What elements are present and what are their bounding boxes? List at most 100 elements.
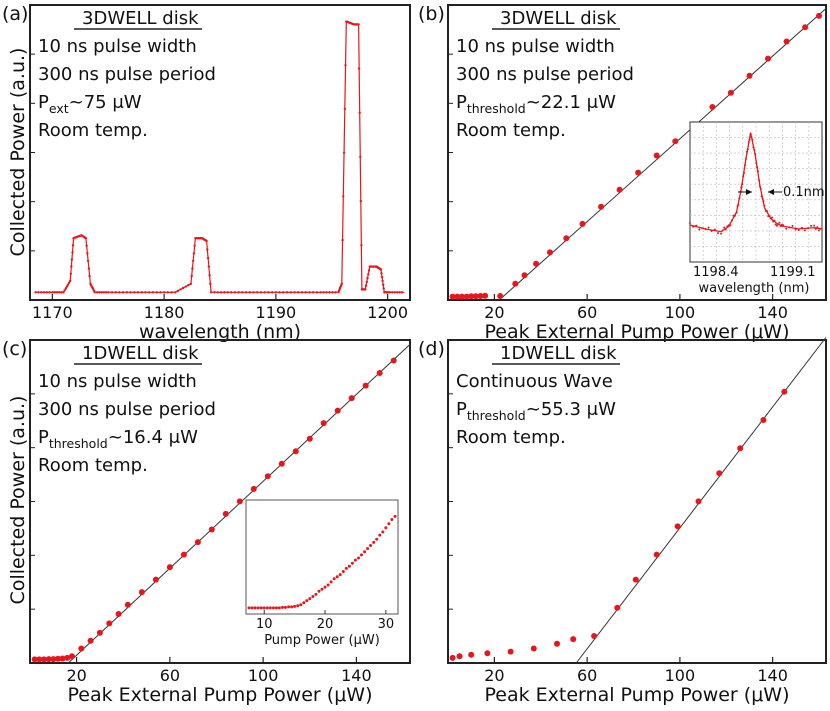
data-point xyxy=(208,526,215,533)
inset-marker xyxy=(814,227,817,230)
inset-marker xyxy=(746,148,749,151)
inset-data-point xyxy=(311,595,315,598)
x-tick-label: 1190 xyxy=(256,303,297,322)
spectrum-marker xyxy=(110,291,114,294)
data-point xyxy=(521,272,528,279)
inset-marker xyxy=(748,138,751,141)
inset-data-point xyxy=(293,604,297,608)
spectrum-marker xyxy=(64,287,68,290)
inset-marker xyxy=(744,158,747,160)
inset-data-point xyxy=(353,558,357,562)
inset-marker xyxy=(788,226,791,229)
inset-marker xyxy=(760,195,763,198)
data-point xyxy=(50,656,57,663)
data-point xyxy=(194,539,201,546)
annotation-line: 300 ns pulse period xyxy=(456,64,634,85)
data-point xyxy=(334,407,341,414)
inset-data-point xyxy=(317,589,321,593)
spectrum-marker xyxy=(162,291,166,294)
spectrum-marker xyxy=(51,291,54,294)
inset-marker xyxy=(778,221,781,224)
panel-label: (b) xyxy=(418,3,445,25)
spectrum-marker xyxy=(364,284,368,287)
spectrum-marker xyxy=(136,291,140,294)
spectrum-marker xyxy=(359,199,362,203)
data-point xyxy=(306,435,313,442)
spectrum-marker xyxy=(308,291,311,294)
data-point xyxy=(563,235,570,242)
inset-data-point xyxy=(250,606,254,610)
inset-marker xyxy=(735,211,738,214)
spectrum-marker xyxy=(144,291,147,294)
annotation-line: 300 ns pulse period xyxy=(38,399,216,420)
x-tick-label: 100 xyxy=(248,666,279,685)
spectrum-marker xyxy=(54,291,58,294)
x-tick-label: 140 xyxy=(341,666,372,685)
spectrum-marker xyxy=(233,291,237,294)
spectrum-marker xyxy=(322,291,325,294)
spectrum-marker xyxy=(140,291,143,294)
spectrum-marker xyxy=(98,291,101,294)
inset-marker xyxy=(717,232,719,235)
data-point xyxy=(55,655,61,662)
inset-data-point xyxy=(302,601,306,605)
inset-data-point xyxy=(284,605,287,609)
spectrum-marker xyxy=(70,258,74,261)
data-point xyxy=(124,601,131,608)
inset-marker xyxy=(730,219,733,222)
inset-data-point xyxy=(363,550,367,554)
inset-data-point xyxy=(384,526,388,530)
inset-data-point xyxy=(366,547,370,551)
data-point xyxy=(31,656,38,663)
data-point xyxy=(320,420,327,427)
inset-marker xyxy=(745,150,748,153)
inset-data-point xyxy=(332,577,336,581)
inset-marker xyxy=(817,229,820,232)
spectrum-marker xyxy=(179,288,182,291)
inset-marker xyxy=(757,170,759,173)
panel-title: 3DWELL disk xyxy=(82,8,199,29)
panel-title: 1DWELL disk xyxy=(500,343,617,364)
x-tick-label: 100 xyxy=(665,666,696,685)
data-point xyxy=(96,629,103,636)
x-tick-label: 140 xyxy=(757,303,788,322)
spectrum-marker xyxy=(66,283,70,286)
data-point xyxy=(456,653,463,660)
inset-marker xyxy=(754,153,757,155)
x-tick-label: 1180 xyxy=(144,303,185,322)
spectrum-marker xyxy=(148,291,151,294)
spectrum-marker xyxy=(379,268,383,271)
inset-marker xyxy=(744,164,746,167)
inset-marker xyxy=(750,136,753,139)
data-point xyxy=(591,633,598,639)
spectrum-marker xyxy=(256,291,259,294)
spectrum-marker xyxy=(267,291,270,294)
inset-marker xyxy=(741,183,744,186)
data-point xyxy=(106,620,113,627)
inset-marker xyxy=(727,224,730,227)
annotation-line: Room temp. xyxy=(456,427,566,448)
inset-data-point xyxy=(393,514,397,518)
inset-marker xyxy=(723,226,726,229)
spectrum-marker xyxy=(192,252,196,255)
data-point xyxy=(570,636,577,643)
spectrum-marker xyxy=(192,259,195,263)
spectrum-marker xyxy=(206,248,209,251)
spectrum-marker xyxy=(88,274,91,278)
inset-marker xyxy=(726,225,729,228)
inset-marker xyxy=(743,172,745,175)
spectrum-marker xyxy=(100,291,103,294)
spectrum-marker xyxy=(342,151,346,154)
inset-marker xyxy=(758,185,761,188)
data-point xyxy=(783,38,790,45)
data-point xyxy=(468,293,475,300)
x-tick-label: 20 xyxy=(484,303,504,322)
spectrum-marker xyxy=(205,239,208,243)
spectrum-marker xyxy=(282,291,285,294)
data-point xyxy=(695,498,702,505)
inset-marker xyxy=(724,228,727,231)
data-point xyxy=(616,186,623,193)
x-tick-label: 140 xyxy=(757,666,788,685)
data-point xyxy=(709,104,716,110)
